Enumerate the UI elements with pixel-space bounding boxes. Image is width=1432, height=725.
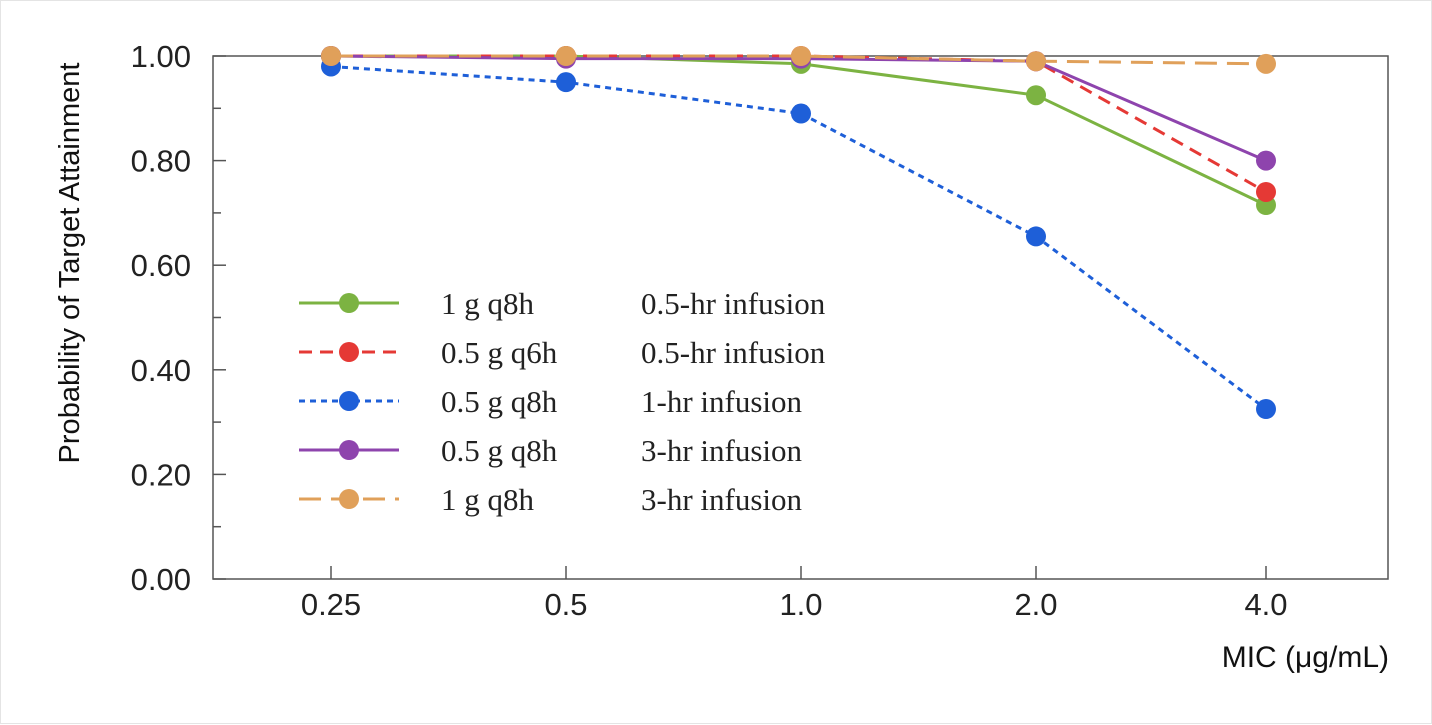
legend-item: 0.5 g q8h 1-hr infusion (299, 384, 803, 419)
legend-label-dose: 0.5 g q6h (441, 335, 558, 370)
legend-swatch-marker (339, 440, 359, 460)
legend-label-dose: 1 g q8h (441, 482, 535, 517)
legend-swatch-marker (339, 489, 359, 509)
legend-label-infusion: 0.5-hr infusion (641, 335, 826, 370)
legend-swatch-marker (339, 391, 359, 411)
y-tick-label: 0.40 (131, 353, 191, 388)
data-point (321, 46, 341, 66)
legend-label-dose: 1 g q8h (441, 286, 535, 321)
legend-label-dose: 0.5 g q8h (441, 433, 558, 468)
series-line (331, 54, 1267, 207)
series-group (321, 46, 1276, 420)
legend-item: 0.5 g q8h 3-hr infusion (299, 433, 803, 468)
data-point (1256, 399, 1276, 420)
x-axis-title: MIC (μg/mL) (1222, 641, 1389, 674)
y-tick-label: 0.60 (131, 248, 191, 283)
data-point (1256, 53, 1276, 74)
x-tick-label: 0.25 (301, 587, 361, 622)
x-tick-label: 0.5 (544, 587, 587, 622)
legend-item: 0.5 g q6h 0.5-hr infusion (299, 335, 826, 370)
series-5 (321, 46, 1276, 74)
y-tick-label: 0.00 (131, 562, 191, 597)
data-point (556, 72, 576, 93)
data-point (1026, 85, 1046, 106)
data-point (556, 46, 576, 66)
y-axis-title: Probability of Target Attainment (54, 63, 86, 464)
legend-label-dose: 0.5 g q8h (441, 384, 558, 419)
legend-label-infusion: 3-hr infusion (641, 433, 803, 468)
data-point (1026, 226, 1046, 247)
legend-item: 1 g q8h 3-hr infusion (299, 482, 803, 517)
x-tick-label: 1.0 (779, 587, 822, 622)
series-line (330, 65, 1267, 411)
data-point (791, 46, 811, 66)
legend: 1 g q8h 0.5-hr infusion 0.5 g q6h 0.5-hr in… (299, 286, 826, 517)
x-tick-label: 4.0 (1244, 587, 1287, 622)
data-point (1026, 51, 1046, 72)
x-axis-ticks: 0.25 0.5 1.0 2.0 4.0 (301, 566, 1288, 622)
data-point (1256, 150, 1276, 171)
legend-item: 1 g q8h 0.5-hr infusion (299, 286, 826, 321)
y-tick-label: 1.00 (131, 39, 191, 74)
series-1 (321, 46, 1276, 216)
series-line (331, 54, 1267, 194)
legend-label-infusion: 0.5-hr infusion (641, 286, 826, 321)
legend-label-infusion: 3-hr infusion (641, 482, 803, 517)
data-point (791, 103, 811, 124)
data-point (1256, 181, 1276, 202)
legend-swatch-marker (339, 342, 359, 362)
legend-label-infusion: 1-hr infusion (641, 384, 803, 419)
y-tick-label: 0.20 (131, 457, 191, 492)
legend-swatch-marker (339, 293, 359, 313)
y-tick-label: 0.80 (131, 144, 191, 179)
x-tick-label: 2.0 (1014, 587, 1057, 622)
y-axis-ticks: 0.00 0.20 0.40 0.60 0.80 1.00 (131, 39, 226, 597)
